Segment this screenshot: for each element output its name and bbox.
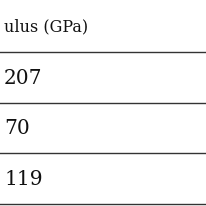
Text: 70: 70 — [4, 119, 30, 138]
Text: 119: 119 — [4, 169, 43, 188]
Text: 207: 207 — [4, 68, 42, 87]
Text: ulus (GPa): ulus (GPa) — [4, 18, 88, 35]
